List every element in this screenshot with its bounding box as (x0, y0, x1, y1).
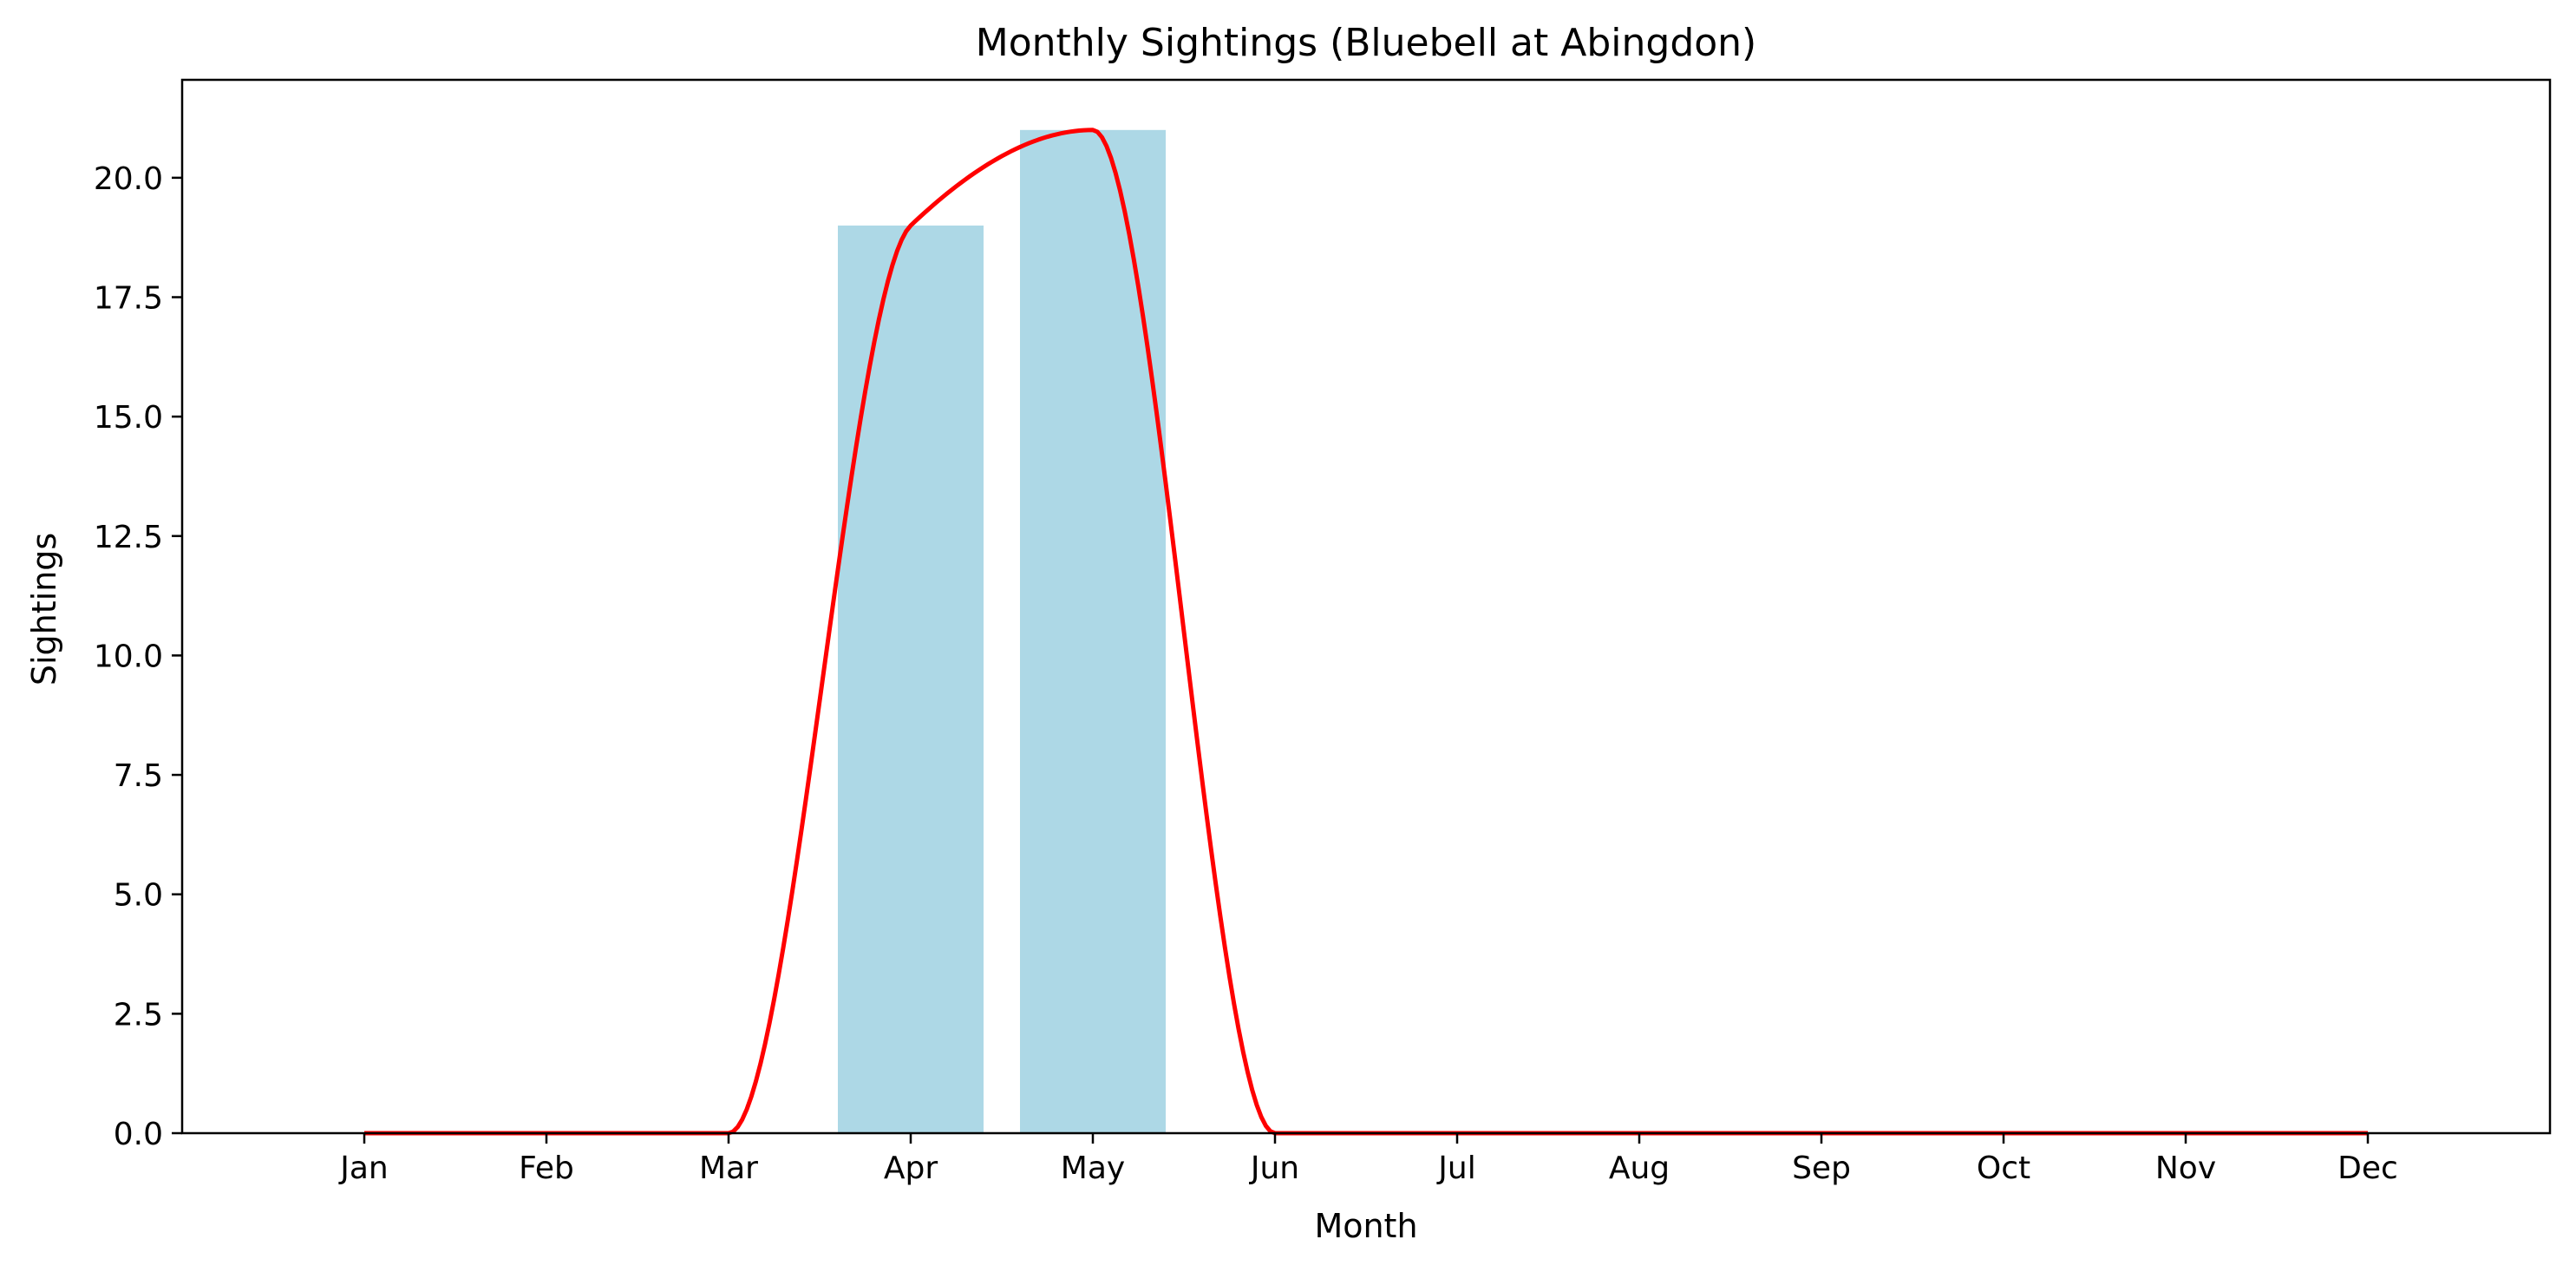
x-tick-label: Nov (2155, 1151, 2216, 1186)
x-tick-label: Apr (884, 1151, 938, 1186)
x-tick-label: Oct (1977, 1151, 2030, 1186)
x-tick-label: Jan (338, 1151, 389, 1186)
x-tick-label: Mar (699, 1151, 758, 1186)
x-tick-label: Dec (2337, 1151, 2398, 1186)
y-axis-label: Sightings (25, 533, 63, 685)
y-tick-label: 12.5 (94, 520, 163, 555)
x-tick-label: May (1061, 1151, 1125, 1186)
y-tick-label: 7.5 (114, 758, 163, 794)
x-tick-label: Feb (519, 1151, 574, 1186)
bar-may (1020, 129, 1166, 1133)
x-tick-label: Aug (1609, 1151, 1670, 1186)
y-tick-label: 10.0 (94, 639, 163, 674)
x-tick-label: Jul (1436, 1151, 1475, 1186)
y-tick-label: 0.0 (114, 1117, 163, 1152)
y-tick-label: 17.5 (94, 281, 163, 317)
plot-frame (180, 78, 2552, 1135)
y-tick-label: 15.0 (94, 400, 163, 436)
y-tick-label: 5.0 (114, 878, 163, 914)
chart-title: Monthly Sightings (Bluebell at Abingdon) (976, 21, 1756, 65)
bar-apr (838, 225, 984, 1134)
x-tick-label: Jun (1249, 1151, 1299, 1186)
ticks-layer: Jan Feb Mar Apr May Jun Jul Aug Sep Oct Nov Dec 0.0 2… (94, 161, 2398, 1186)
x-axis-label: Month (1314, 1207, 1417, 1245)
y-tick-label: 2.5 (114, 997, 163, 1033)
x-tick-label: Sep (1792, 1151, 1851, 1186)
y-tick-label: 20.0 (94, 161, 163, 197)
